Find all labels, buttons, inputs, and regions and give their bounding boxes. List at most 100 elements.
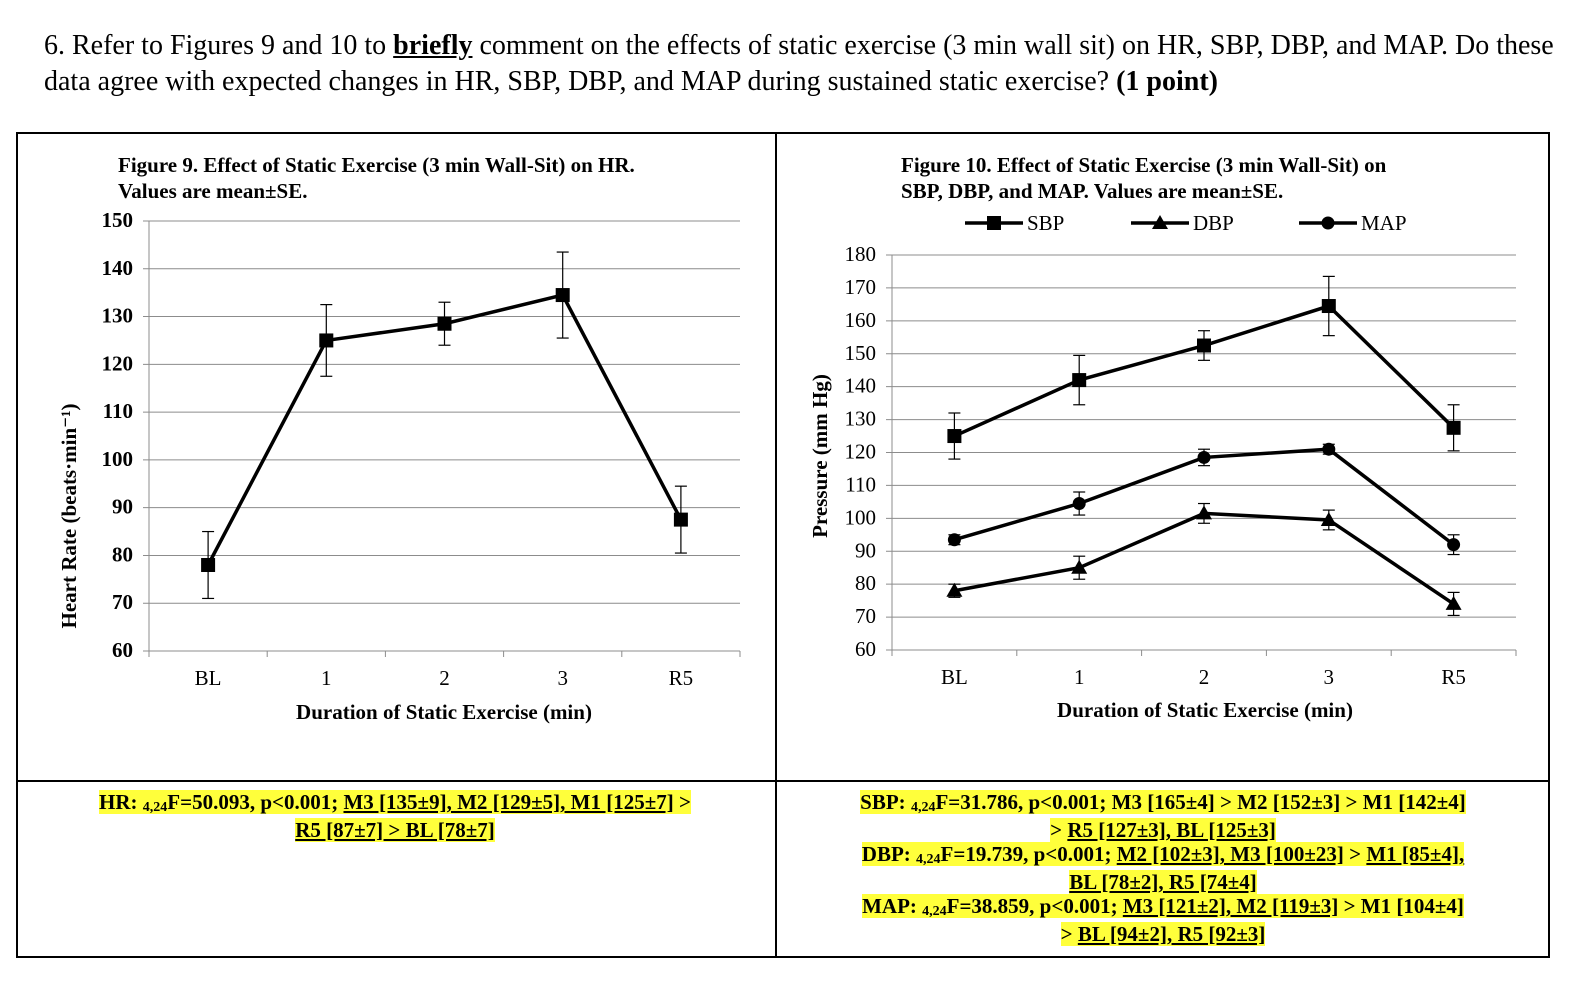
sbp-stat-label: SBP: xyxy=(860,790,911,814)
fig10-xlabel: Duration of Static Exercise (min) xyxy=(1057,698,1353,722)
map-comparison-2-pre: > xyxy=(1060,922,1078,946)
fig10-legend: SBP DBP MAP xyxy=(965,211,1407,235)
fig9-ytick-label: 60 xyxy=(112,638,133,662)
fig10-ytick-label: 120 xyxy=(845,440,877,464)
fig10-dbp-point xyxy=(1445,595,1462,610)
fig10-ytick-label: 70 xyxy=(855,604,876,628)
hr-df: 4,24 xyxy=(142,800,168,815)
dbp-f: F=19.739, p<0.001; xyxy=(940,842,1117,866)
fig9-subtitle: Values are mean±SE. xyxy=(118,179,307,203)
figure-10-chart: Figure 10. Effect of Static Exercise (3 … xyxy=(808,153,1517,722)
question-text-b: comment on the effects of static exercis… xyxy=(44,30,1554,97)
fig9-ytick-label: 130 xyxy=(102,304,134,328)
sbp-comparison-2: R5 [127±3], BL [125±3] xyxy=(1067,818,1276,842)
fig10-sbp-point xyxy=(1446,420,1461,435)
fig9-xlabel: Duration of Static Exercise (min) xyxy=(296,700,592,724)
fig9-hr-point xyxy=(201,558,216,572)
map-stat-label: MAP: xyxy=(862,894,923,918)
fig9-xtick-label: BL xyxy=(195,666,222,690)
sbp-stats-line-2: > R5 [127±3], BL [125±3] xyxy=(779,818,1547,842)
hr-comparison-2: R5 [87±7] > BL [78±7] xyxy=(295,818,495,842)
fig10-ytick-label: 140 xyxy=(845,374,877,398)
hr-comparison-1: M3 [135±9], M2 [129±5], M1 [125±7] xyxy=(343,790,674,814)
question-points: (1 point) xyxy=(1116,66,1218,97)
map-stats-line-2: > BL [94±2], R5 [92±3] xyxy=(779,922,1547,946)
fig10-ytick-label: 130 xyxy=(845,407,877,431)
fig9-xtick-label: 2 xyxy=(439,666,450,690)
dbp-comparison-1b: M1 [85±4], xyxy=(1366,842,1465,866)
dbp-stat-label: DBP: xyxy=(861,842,917,866)
fig10-ylabel: Pressure (mm Hg) xyxy=(808,374,832,538)
question-text: 6. Refer to Figures 9 and 10 to briefly … xyxy=(44,28,1564,100)
fig9-ytick-label: 150 xyxy=(102,208,134,232)
fig10-dbp-point xyxy=(1196,505,1212,520)
question-text-a: Refer to Figures 9 and 10 to xyxy=(72,30,387,61)
fig10-legend-sbp-label: SBP xyxy=(1027,211,1064,235)
map-comparison-1: M3 [121±2], M2 [119±3] xyxy=(1122,894,1339,918)
fig9-xtick-label: 3 xyxy=(557,666,568,690)
fig10-ytick-label: 100 xyxy=(845,505,877,529)
fig10-map-point xyxy=(947,533,961,547)
fig9-ytick-label: 70 xyxy=(112,590,133,614)
dbp-comparison-1-mid: > xyxy=(1343,842,1367,866)
fig10-dbp-point xyxy=(1320,511,1337,526)
fig10-dbp-point xyxy=(946,582,963,597)
fig10-ytick-label: 110 xyxy=(845,472,876,496)
map-comparison-2: BL [94±2], R5 [92±3] xyxy=(1077,922,1266,946)
sbp-comparison-1: M3 [165±4] > M2 [152±3] > M1 [142±4] xyxy=(1111,790,1466,814)
fig10-xtick-label: BL xyxy=(941,665,968,689)
fig9-ylabel: Heart Rate (beats·min⁻¹) xyxy=(57,404,81,629)
figure-table xyxy=(16,132,1550,958)
fig10-legend-dbp-label: DBP xyxy=(1193,211,1234,235)
map-stats-line-1: MAP: 4,24F=38.859, p<0.001; M3 [121±2], … xyxy=(779,894,1547,922)
fig10-sbp-point xyxy=(1197,338,1211,353)
fig9-hr-point xyxy=(319,333,334,348)
fig10-legend-map-label: MAP xyxy=(1361,211,1407,235)
fig9-ytick-label: 80 xyxy=(112,542,133,566)
fig10-sbp-point xyxy=(1072,373,1087,388)
sbp-stats-line-1: SBP: 4,24F=31.786, p<0.001; M3 [165±4] >… xyxy=(779,790,1547,818)
hr-stats: HR: 4,24F=50.093, p<0.001; M3 [135±9], M… xyxy=(20,790,770,842)
fig10-dbp-point xyxy=(1071,559,1088,574)
map-df: 4,24 xyxy=(922,904,947,919)
pressure-stats: SBP: 4,24 F=31.786, p<0.001; M3 [165±4] >… xyxy=(779,790,1547,946)
question-number: 6. xyxy=(44,30,65,61)
fig9-ytick-label: 120 xyxy=(102,351,134,375)
fig9-hr-point xyxy=(437,316,452,331)
fig10-legend-dbp-marker xyxy=(1152,215,1168,229)
fig10-legend-sbp-marker xyxy=(987,216,1001,230)
dbp-df: 4,24 xyxy=(916,852,941,867)
fig9-hr-point xyxy=(673,512,688,527)
question-emphasis: briefly xyxy=(393,30,473,61)
figure-9-chart: Figure 9. Effect of Static Exercise (3 m… xyxy=(57,153,741,724)
fig10-ytick-label: 80 xyxy=(855,571,876,595)
dbp-stats-line-1: DBP: 4,24F=19.739, p<0.001; M2 [102±3], … xyxy=(779,842,1547,870)
fig10-map-point xyxy=(1197,450,1211,464)
table-divider-vertical xyxy=(775,132,777,958)
hr-comparison-1-tail: > xyxy=(673,790,691,814)
fig10-ytick-label: 180 xyxy=(845,242,877,266)
fig10-xtick-label: 2 xyxy=(1199,665,1210,689)
fig9-ytick-label: 90 xyxy=(112,495,133,519)
fig10-map-point xyxy=(1322,442,1336,456)
fig10-sbp-line xyxy=(953,304,1455,438)
fig10-legend-map-marker xyxy=(1321,216,1335,230)
fig10-sbp-point xyxy=(1321,299,1336,314)
dbp-comparison-1: M2 [102±3], M3 [100±23] xyxy=(1116,842,1344,866)
fig10-ytick-label: 160 xyxy=(845,308,877,332)
hr-stats-line-1: HR: 4,24F=50.093, p<0.001; M3 [135±9], M… xyxy=(20,790,770,818)
fig9-ytick-label: 140 xyxy=(102,256,134,280)
fig10-dbp-line xyxy=(954,511,1455,606)
fig10-ytick-label: 150 xyxy=(845,341,877,365)
sbp-f: F=31.786, p<0.001; xyxy=(935,790,1112,814)
fig9-ytick-label: 100 xyxy=(102,447,134,471)
dbp-comparison-2: BL [78±2], R5 [74±4] xyxy=(1069,870,1257,894)
fig10-ytick-label: 90 xyxy=(855,538,876,562)
dbp-stats-line-2: BL [78±2], R5 [74±4] xyxy=(779,870,1547,894)
fig10-title: Figure 10. Effect of Static Exercise (3 … xyxy=(901,153,1387,177)
fig9-title: Figure 9. Effect of Static Exercise (3 m… xyxy=(118,153,635,177)
map-comparison-1-tail: > M1 [104±4] xyxy=(1338,894,1464,918)
fig10-xtick-label: 3 xyxy=(1324,665,1335,689)
map-f: F=38.859, p<0.001; xyxy=(946,894,1123,918)
hr-stat-label: HR: xyxy=(99,790,143,814)
